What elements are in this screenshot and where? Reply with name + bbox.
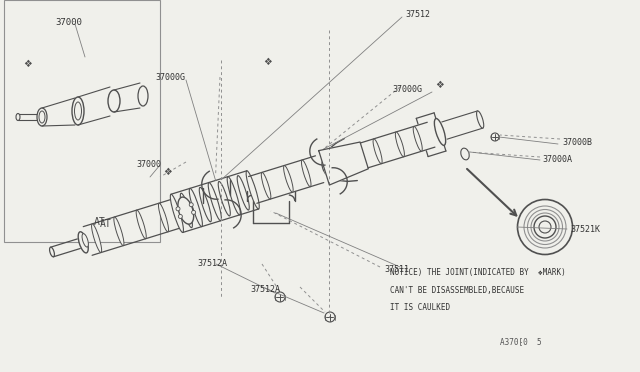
Ellipse shape (78, 232, 88, 253)
Ellipse shape (527, 209, 563, 244)
Ellipse shape (208, 183, 221, 221)
Ellipse shape (284, 166, 293, 192)
Ellipse shape (16, 113, 20, 121)
Text: AT: AT (100, 219, 112, 229)
Ellipse shape (82, 234, 88, 247)
Text: 37000: 37000 (55, 17, 82, 26)
Ellipse shape (396, 132, 404, 157)
Text: 37512A: 37512A (250, 285, 280, 294)
Bar (4, 0, 160, 242)
Text: NOTICE) THE JOINT(INDICATED BY  ❖MARK): NOTICE) THE JOINT(INDICATED BY ❖MARK) (390, 267, 566, 276)
Ellipse shape (524, 206, 566, 248)
Ellipse shape (39, 111, 45, 123)
Text: 37512: 37512 (405, 10, 430, 19)
Ellipse shape (180, 193, 193, 228)
Text: 37000G: 37000G (392, 84, 422, 93)
Ellipse shape (275, 292, 285, 302)
Ellipse shape (191, 211, 196, 214)
Ellipse shape (518, 199, 573, 254)
Text: ❖: ❖ (264, 57, 273, 67)
Text: 37000A: 37000A (542, 154, 572, 164)
Ellipse shape (72, 97, 84, 125)
Ellipse shape (37, 108, 47, 126)
Ellipse shape (246, 171, 259, 209)
Text: IT IS CAULKED: IT IS CAULKED (390, 304, 450, 312)
Ellipse shape (322, 156, 335, 177)
Text: AT: AT (94, 217, 106, 227)
Ellipse shape (189, 203, 193, 207)
Ellipse shape (159, 203, 168, 232)
Ellipse shape (539, 221, 551, 233)
Ellipse shape (199, 187, 211, 222)
Ellipse shape (413, 126, 422, 151)
Text: 37000B: 37000B (562, 138, 592, 147)
Ellipse shape (49, 247, 54, 257)
Ellipse shape (92, 224, 102, 253)
Text: CAN'T BE DISASSEMBLED,BECAUSE: CAN'T BE DISASSEMBLED,BECAUSE (390, 285, 524, 295)
Ellipse shape (136, 210, 146, 239)
Ellipse shape (237, 176, 249, 210)
Text: ❖: ❖ (164, 167, 172, 177)
Ellipse shape (178, 197, 194, 224)
Text: 37512A: 37512A (197, 260, 227, 269)
Text: ❖: ❖ (436, 80, 444, 90)
Text: 37511: 37511 (384, 264, 409, 273)
Ellipse shape (176, 207, 180, 211)
Ellipse shape (534, 216, 556, 238)
Ellipse shape (189, 188, 202, 227)
Text: A370⁅0  5: A370⁅0 5 (500, 337, 541, 346)
Text: 37521K: 37521K (570, 224, 600, 234)
Ellipse shape (301, 160, 311, 187)
Ellipse shape (170, 194, 184, 232)
Ellipse shape (435, 119, 445, 145)
Ellipse shape (373, 139, 382, 164)
Ellipse shape (108, 90, 120, 112)
Text: 37000G: 37000G (155, 73, 185, 81)
Ellipse shape (491, 133, 499, 141)
Ellipse shape (74, 102, 81, 120)
Ellipse shape (179, 215, 182, 218)
Ellipse shape (227, 177, 240, 215)
Ellipse shape (218, 182, 230, 216)
Ellipse shape (261, 172, 271, 199)
Text: 37000: 37000 (136, 160, 161, 169)
Ellipse shape (477, 111, 484, 128)
Ellipse shape (114, 217, 124, 246)
Text: ❖: ❖ (24, 59, 33, 69)
Ellipse shape (325, 312, 335, 322)
Ellipse shape (461, 148, 469, 160)
Ellipse shape (138, 86, 148, 106)
Ellipse shape (531, 213, 559, 241)
Polygon shape (319, 142, 369, 185)
